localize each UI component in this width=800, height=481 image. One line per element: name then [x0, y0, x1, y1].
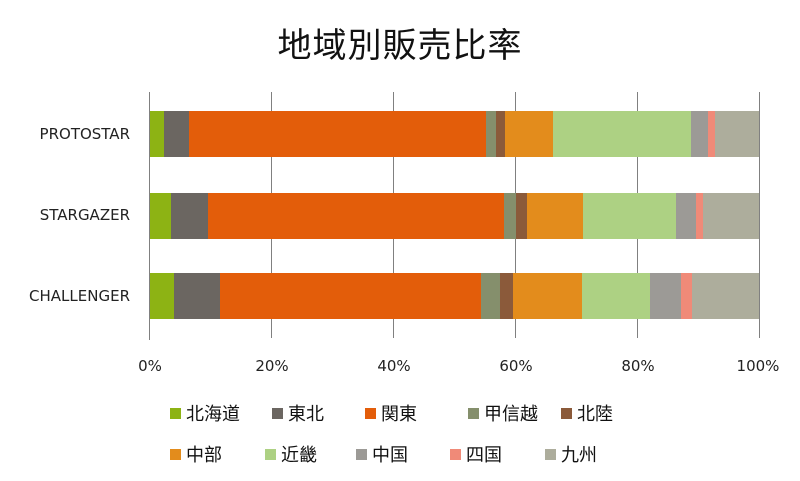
plot-area: [149, 92, 759, 338]
x-tick-40: 40%: [377, 357, 411, 375]
legend-label: 甲信越: [484, 404, 538, 425]
bar-segment: [553, 111, 692, 157]
bar-segment: [149, 193, 171, 239]
bar-segment: [680, 273, 692, 319]
legend-swatch: [356, 448, 367, 460]
legend-swatch: [272, 407, 283, 419]
bar-segment: [708, 111, 716, 157]
legend-label: 中国: [372, 445, 408, 466]
legend-row-2: 中部 近畿 中国 四国 九州: [170, 441, 597, 467]
legend-swatch: [170, 407, 181, 419]
bar-segment: [486, 111, 497, 157]
bar-segment: [505, 111, 554, 157]
x-tick-20: 20%: [255, 357, 289, 375]
legend-swatch: [170, 448, 181, 460]
bar-segment: [691, 273, 759, 319]
category-label-challenger: CHALLENGER: [29, 287, 130, 305]
legend-item-chugoku: 中国: [356, 441, 450, 467]
bar-segment: [149, 111, 165, 157]
x-tick-100: 100%: [736, 357, 780, 375]
legend-item-hokkaido: 北海道: [170, 400, 328, 426]
bar-segment: [219, 273, 482, 319]
bar-segment: [581, 273, 650, 319]
legend-swatch: [545, 448, 556, 460]
legend-swatch: [468, 407, 479, 419]
legend-row-1: 北海道 東北 関東 甲信越 北陸: [170, 400, 613, 426]
bar-segment: [691, 111, 709, 157]
bar-segment: [512, 273, 582, 319]
legend-label: 関東: [381, 404, 417, 425]
legend-item-koshinetsu: 甲信越: [468, 400, 561, 426]
bar-segment: [164, 111, 190, 157]
bar-segment: [149, 273, 175, 319]
legend-label: 東北: [288, 404, 324, 425]
legend-label: 北海道: [186, 404, 240, 425]
bar-segment: [481, 273, 501, 319]
bar-segment: [675, 193, 697, 239]
bar-segment: [696, 193, 703, 239]
x-tick-0: 0%: [138, 357, 162, 375]
legend-label: 中部: [186, 445, 222, 466]
legend-label: 九州: [561, 445, 597, 466]
legend-label: 北陸: [577, 404, 613, 425]
bar-segment: [649, 273, 681, 319]
legend-item-chubu: 中部: [170, 441, 265, 467]
legend-item-hokuriku: 北陸: [561, 400, 613, 426]
bar-segment: [527, 193, 584, 239]
bar-segment: [496, 111, 506, 157]
chart-title: 地域別販売比率: [277, 26, 523, 66]
bar-segment: [174, 273, 220, 319]
legend-item-shikoku: 四国: [450, 441, 545, 467]
legend-swatch: [365, 407, 376, 419]
bar-segment: [500, 273, 513, 319]
legend-item-tohoku: 東北: [272, 400, 365, 426]
legend-swatch: [265, 448, 276, 460]
legend-label: 近畿: [281, 445, 317, 466]
legend-swatch: [450, 448, 461, 460]
bar-segment: [715, 111, 759, 157]
legend-item-kanto: 関東: [365, 400, 468, 426]
category-label-protostar: PROTOSTAR: [39, 125, 130, 143]
category-axis-line: [149, 92, 150, 340]
gridline-100: [759, 92, 760, 338]
x-tick-80: 80%: [621, 357, 655, 375]
legend-item-kinki: 近畿: [265, 441, 356, 467]
bar-segment: [504, 193, 517, 239]
bar-segment: [170, 193, 209, 239]
legend-item-kyushu: 九州: [545, 441, 597, 467]
category-label-stargazer: STARGAZER: [39, 206, 130, 224]
legend-swatch: [561, 407, 572, 419]
bar-segment: [208, 193, 504, 239]
bar-segment: [583, 193, 676, 239]
bar-stargazer: [149, 193, 759, 239]
bar-protostar: [149, 111, 759, 157]
bar-challenger: [149, 273, 759, 319]
bar-segment: [702, 193, 759, 239]
bar-segment: [516, 193, 528, 239]
legend-label: 四国: [466, 445, 502, 466]
bar-segment: [189, 111, 487, 157]
x-tick-60: 60%: [499, 357, 533, 375]
